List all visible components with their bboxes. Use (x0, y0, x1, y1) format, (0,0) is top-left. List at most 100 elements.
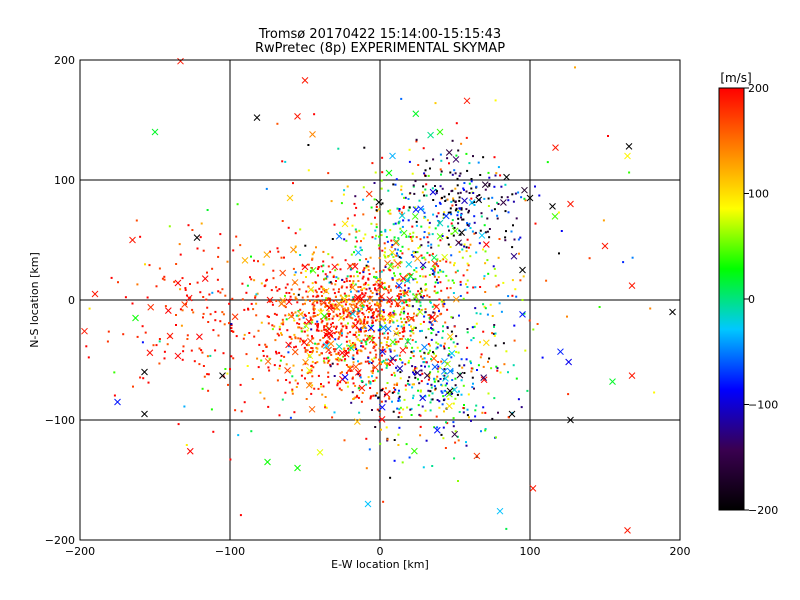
data-dot (436, 315, 439, 318)
data-dot (557, 211, 560, 214)
data-dot (384, 387, 387, 390)
data-dot (429, 390, 432, 393)
data-dot (417, 378, 419, 381)
cross-stroke (141, 410, 148, 418)
data-dot (414, 180, 417, 183)
data-dot (360, 340, 363, 343)
data-dot (541, 356, 544, 359)
data-dot (423, 295, 426, 297)
data-dot (289, 416, 292, 419)
data-dot (419, 245, 421, 248)
data-dot (442, 330, 444, 333)
data-dot (444, 200, 447, 202)
cross-stroke (405, 261, 413, 268)
data-dot (486, 259, 489, 262)
data-dot (406, 274, 409, 277)
data-dot (327, 375, 330, 378)
data-cross (384, 325, 392, 333)
data-dot (422, 320, 425, 323)
data-cross (284, 367, 291, 374)
data-dot (480, 212, 483, 215)
data-dot (316, 300, 319, 303)
data-dot (303, 321, 306, 324)
data-cross (521, 186, 528, 194)
data-dot (315, 246, 317, 249)
data-dot (412, 397, 414, 400)
cross-stroke (601, 242, 609, 250)
data-dot (472, 382, 474, 385)
data-cross (290, 246, 297, 254)
data-cross (346, 262, 354, 270)
data-dot (441, 299, 443, 302)
data-dot (418, 308, 421, 311)
data-cross (436, 219, 444, 227)
data-dot (397, 433, 400, 436)
data-dot (206, 373, 209, 376)
data-dot (298, 288, 301, 291)
data-dot (360, 400, 363, 403)
data-cross (351, 263, 359, 270)
cross-stroke (383, 390, 391, 398)
data-dot (343, 359, 346, 362)
data-dot (367, 360, 370, 363)
data-dot (381, 332, 384, 335)
data-dot (394, 222, 397, 225)
data-dot (398, 408, 401, 411)
data-dot (384, 247, 387, 250)
data-dot (469, 227, 472, 229)
data-dot (382, 298, 385, 301)
data-dot (343, 238, 346, 241)
data-dot (355, 230, 358, 233)
data-dot (264, 284, 267, 287)
data-dot (443, 374, 446, 377)
data-dot (410, 254, 413, 256)
data-dot (358, 229, 361, 232)
cross-stroke (387, 358, 395, 366)
cross-stroke (378, 415, 386, 423)
data-dot (367, 260, 370, 263)
data-dot (360, 288, 363, 291)
data-dot (386, 240, 389, 243)
data-dot (407, 318, 410, 321)
data-dot (342, 317, 345, 320)
data-dot (383, 288, 386, 291)
data-dot (440, 383, 443, 386)
data-dot (288, 292, 291, 294)
cross-stroke (388, 248, 396, 256)
cross-stroke (375, 198, 383, 206)
cross-stroke (436, 128, 444, 136)
data-dot (199, 236, 202, 239)
data-dot (364, 233, 367, 236)
data-dot (450, 316, 453, 319)
data-dot (332, 299, 335, 302)
data-dot (493, 325, 495, 328)
data-dot (257, 260, 259, 263)
data-dot (466, 222, 468, 225)
cross-stroke (132, 314, 139, 322)
data-dot (284, 391, 287, 394)
data-dot (310, 328, 313, 331)
data-dot (332, 307, 335, 310)
data-dot (460, 358, 463, 361)
data-dot (163, 275, 166, 278)
data-dot (401, 330, 404, 333)
cross-stroke (440, 367, 448, 375)
data-dot (257, 366, 260, 369)
data-dot (324, 406, 327, 409)
data-dot (504, 236, 507, 239)
data-dot (292, 267, 295, 270)
data-dot (198, 347, 201, 350)
data-dot (158, 267, 161, 270)
data-dot (155, 344, 158, 347)
data-dot (316, 294, 319, 297)
data-dot (327, 297, 330, 300)
data-cross (446, 387, 454, 395)
data-dot (239, 383, 242, 386)
data-dot (340, 330, 343, 333)
data-dot (473, 387, 475, 390)
data-dot (368, 273, 371, 275)
data-cross (286, 194, 294, 202)
data-dot (312, 312, 315, 315)
data-dot (433, 426, 436, 429)
